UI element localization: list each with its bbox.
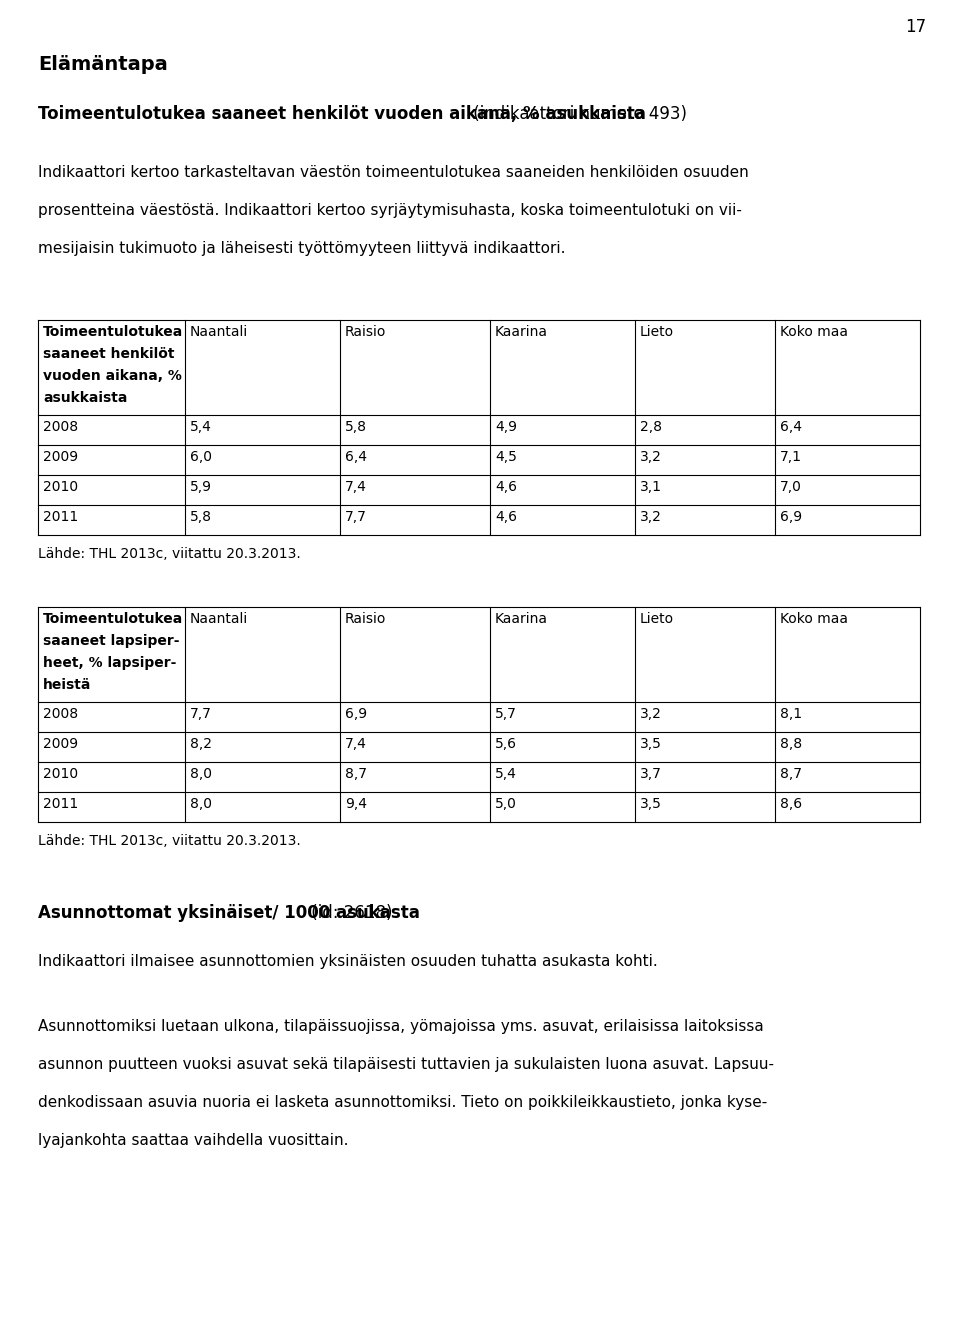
Text: Naantali: Naantali (190, 612, 249, 626)
Text: 6,0: 6,0 (190, 450, 212, 465)
Text: 8,2: 8,2 (190, 737, 212, 751)
Text: heet, % lapsiper-: heet, % lapsiper- (43, 656, 177, 671)
Text: Koko maa: Koko maa (780, 612, 848, 626)
Text: asunnon puutteen vuoksi asuvat sekä tilapäisesti tuttavien ja sukulaisten luona : asunnon puutteen vuoksi asuvat sekä tila… (38, 1057, 774, 1072)
Text: Indikaattori ilmaisee asunnottomien yksinäisten osuuden tuhatta asukasta kohti.: Indikaattori ilmaisee asunnottomien yksi… (38, 954, 658, 969)
Text: Lähde: THL 2013c, viitattu 20.3.2013.: Lähde: THL 2013c, viitattu 20.3.2013. (38, 834, 300, 847)
Text: 7,0: 7,0 (780, 480, 802, 494)
Text: 2009: 2009 (43, 737, 78, 751)
Text: 3,2: 3,2 (640, 510, 661, 524)
Text: 17: 17 (905, 18, 926, 36)
Text: 3,5: 3,5 (640, 797, 661, 810)
Text: Asunnottomiksi luetaan ulkona, tilapäissuojissa, yömajoissa yms. asuvat, erilais: Asunnottomiksi luetaan ulkona, tilapäiss… (38, 1019, 764, 1034)
Text: 7,4: 7,4 (345, 737, 367, 751)
Text: 3,2: 3,2 (640, 708, 661, 721)
Text: asukkaista: asukkaista (43, 391, 128, 405)
Text: 2008: 2008 (43, 420, 78, 434)
Text: 2009: 2009 (43, 450, 78, 465)
Text: Raisio: Raisio (345, 612, 386, 626)
Text: 7,1: 7,1 (780, 450, 802, 465)
Text: Lieto: Lieto (640, 325, 674, 339)
Text: 6,4: 6,4 (345, 450, 367, 465)
Text: Elämäntapa: Elämäntapa (38, 55, 168, 74)
Text: 3,1: 3,1 (640, 480, 662, 494)
Text: 7,7: 7,7 (190, 708, 212, 721)
Text: Raisio: Raisio (345, 325, 386, 339)
Text: Toimeentulotukea saaneet henkilöt vuoden aikana, % asukkaista: Toimeentulotukea saaneet henkilöt vuoden… (38, 106, 646, 123)
Text: 9,4: 9,4 (345, 797, 367, 810)
Text: Lieto: Lieto (640, 612, 674, 626)
Text: (indikaattori numero 493): (indikaattori numero 493) (468, 106, 687, 123)
Text: mesijaisin tukimuoto ja läheisesti työttömyyteen liittyvä indikaattori.: mesijaisin tukimuoto ja läheisesti tyött… (38, 242, 565, 256)
Text: 5,7: 5,7 (495, 708, 516, 721)
Text: vuoden aikana, %: vuoden aikana, % (43, 370, 181, 383)
Text: 4,9: 4,9 (495, 420, 517, 434)
Text: 5,9: 5,9 (190, 480, 212, 494)
Text: 3,2: 3,2 (640, 450, 661, 465)
Text: saaneet henkilöt: saaneet henkilöt (43, 347, 175, 360)
Text: 4,5: 4,5 (495, 450, 516, 465)
Text: Toimeentulotukea: Toimeentulotukea (43, 612, 183, 626)
Text: 8,8: 8,8 (780, 737, 803, 751)
Text: 8,1: 8,1 (780, 708, 803, 721)
Text: saaneet lapsiper-: saaneet lapsiper- (43, 634, 180, 648)
Text: Kaarina: Kaarina (495, 612, 548, 626)
Text: 3,7: 3,7 (640, 767, 661, 781)
Text: 8,7: 8,7 (345, 767, 367, 781)
Text: Lähde: THL 2013c, viitattu 20.3.2013.: Lähde: THL 2013c, viitattu 20.3.2013. (38, 546, 300, 561)
Text: 2011: 2011 (43, 510, 79, 524)
Text: Naantali: Naantali (190, 325, 249, 339)
Text: 5,4: 5,4 (495, 767, 516, 781)
Text: 5,8: 5,8 (345, 420, 367, 434)
Text: 6,9: 6,9 (345, 708, 367, 721)
Text: 4,6: 4,6 (495, 510, 517, 524)
Text: 3,5: 3,5 (640, 737, 661, 751)
Text: Indikaattori kertoo tarkasteltavan väestön toimeentulotukea saaneiden henkilöide: Indikaattori kertoo tarkasteltavan väest… (38, 165, 749, 180)
Text: Koko maa: Koko maa (780, 325, 848, 339)
Text: 7,7: 7,7 (345, 510, 367, 524)
Text: 8,7: 8,7 (780, 767, 802, 781)
Text: 4,6: 4,6 (495, 480, 517, 494)
Text: 2008: 2008 (43, 708, 78, 721)
Text: 6,4: 6,4 (780, 420, 802, 434)
Text: 2010: 2010 (43, 767, 78, 781)
Text: Kaarina: Kaarina (495, 325, 548, 339)
Text: 2010: 2010 (43, 480, 78, 494)
Text: 5,6: 5,6 (495, 737, 517, 751)
Text: 8,0: 8,0 (190, 767, 212, 781)
Text: 5,4: 5,4 (190, 420, 212, 434)
Text: prosentteina väestöstä. Indikaattori kertoo syrjäytymisuhasta, koska toimeentulo: prosentteina väestöstä. Indikaattori ker… (38, 203, 742, 218)
Text: lyajankohta saattaa vaihdella vuosittain.: lyajankohta saattaa vaihdella vuosittain… (38, 1133, 348, 1148)
Text: 2011: 2011 (43, 797, 79, 810)
Text: 5,0: 5,0 (495, 797, 516, 810)
Text: denkodissaan asuvia nuoria ei lasketa asunnottomiksi. Tieto on poikkileikkaustie: denkodissaan asuvia nuoria ei lasketa as… (38, 1096, 767, 1110)
Text: Toimeentulotukea: Toimeentulotukea (43, 325, 183, 339)
Text: 8,0: 8,0 (190, 797, 212, 810)
Text: 8,6: 8,6 (780, 797, 803, 810)
Text: 7,4: 7,4 (345, 480, 367, 494)
Text: Asunnottomat yksinäiset/ 1000 asukasta: Asunnottomat yksinäiset/ 1000 asukasta (38, 904, 420, 921)
Text: 2,8: 2,8 (640, 420, 662, 434)
Text: (id: 2618): (id: 2618) (306, 904, 393, 921)
Text: 6,9: 6,9 (780, 510, 803, 524)
Text: heistä: heistä (43, 678, 91, 692)
Text: 5,8: 5,8 (190, 510, 212, 524)
